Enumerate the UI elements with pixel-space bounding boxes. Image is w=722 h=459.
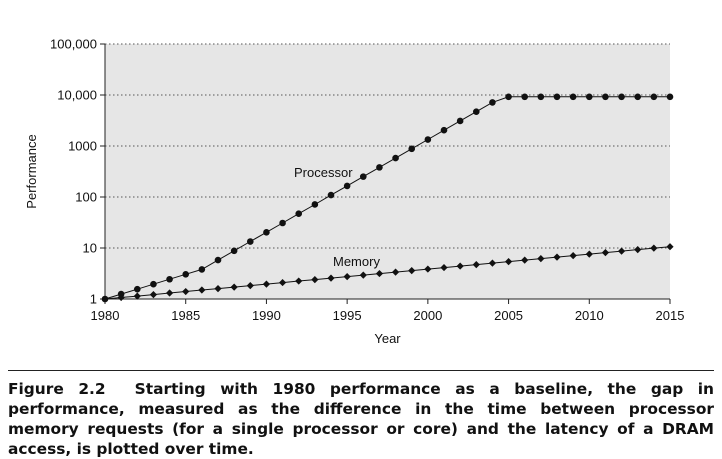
data-point-memory — [424, 265, 432, 273]
data-point-memory — [601, 249, 610, 257]
data-point-processor — [634, 93, 642, 101]
data-point-memory — [391, 268, 400, 276]
data-point-memory — [133, 292, 141, 300]
data-point-processor — [392, 154, 399, 162]
data-point-processor — [295, 210, 303, 218]
data-point-processor — [618, 93, 625, 101]
data-point-processor — [182, 271, 190, 278]
caption-divider — [8, 370, 714, 371]
data-point-memory — [408, 267, 416, 275]
x-tick-label: 2000 — [413, 308, 442, 323]
x-tick-label: 1985 — [171, 308, 200, 323]
x-tick-label: 1995 — [333, 308, 362, 323]
data-point-memory — [634, 246, 642, 254]
data-point-memory — [246, 282, 254, 290]
data-point-memory — [262, 280, 271, 288]
plot-area — [105, 44, 670, 299]
data-point-processor — [279, 219, 286, 227]
data-point-memory — [359, 271, 367, 279]
data-point-memory — [214, 284, 222, 293]
data-point-memory — [149, 290, 158, 299]
data-point-processor — [230, 247, 238, 255]
data-point-processor — [133, 285, 141, 293]
data-point-memory — [165, 289, 174, 297]
y-tick-label: 10,000 — [57, 88, 97, 103]
data-point-processor — [666, 93, 674, 101]
data-point-memory — [472, 261, 480, 269]
figure-caption: Figure 2.2 Starting with 1980 performanc… — [8, 379, 714, 459]
y-tick-label: 1000 — [68, 139, 97, 154]
series-markers — [101, 93, 674, 303]
data-point-memory — [504, 258, 513, 266]
data-point-processor — [246, 238, 254, 245]
x-tick-label: 2015 — [656, 308, 685, 323]
x-tick-label: 1990 — [252, 308, 281, 323]
data-point-processor — [327, 191, 335, 199]
data-point-processor — [343, 182, 351, 190]
y-tick-labels: 1 10 100 1000 10,000 100,000 — [50, 37, 97, 307]
data-point-processor — [376, 164, 383, 171]
data-point-processor — [263, 229, 270, 236]
data-point-processor — [456, 117, 464, 125]
data-point-memory — [101, 295, 109, 303]
data-point-processor — [602, 93, 609, 101]
y-axis-title: Performance — [24, 134, 39, 208]
data-point-memory — [553, 253, 561, 261]
data-point-memory — [440, 263, 448, 272]
data-point-memory — [585, 250, 593, 258]
data-point-memory — [375, 269, 384, 278]
data-point-processor — [537, 93, 545, 101]
data-point-processor — [472, 108, 480, 116]
data-point-memory — [521, 256, 529, 264]
data-point-processor — [408, 145, 416, 153]
data-point-processor — [424, 136, 432, 143]
data-point-processor — [166, 275, 173, 283]
data-point-processor — [311, 201, 319, 208]
data-point-memory — [198, 286, 206, 294]
data-point-processor — [569, 93, 577, 101]
figure-label: Figure 2.2 — [8, 380, 106, 398]
x-tick-label: 2010 — [575, 308, 604, 323]
data-point-memory — [327, 274, 335, 282]
data-point-memory — [230, 283, 238, 291]
series-label-memory: Memory — [333, 254, 380, 269]
data-point-memory — [278, 278, 287, 287]
data-point-memory — [650, 244, 658, 252]
data-point-memory — [456, 262, 464, 270]
data-point-memory — [343, 272, 351, 281]
data-point-memory — [117, 293, 125, 302]
data-point-memory — [488, 259, 497, 267]
data-point-memory — [537, 255, 545, 263]
data-point-memory — [617, 247, 626, 255]
x-tick-labels: 1980 1985 1990 1995 2000 2005 2010 2015 — [91, 299, 685, 323]
data-point-processor — [150, 280, 157, 288]
data-point-processor — [521, 93, 529, 101]
x-axis-title: Year — [374, 331, 401, 346]
x-tick-label: 1980 — [91, 308, 120, 323]
data-point-processor — [505, 93, 512, 101]
y-tick-label: 100,000 — [50, 37, 97, 52]
caption-text: Starting with 1980 performance as a base… — [8, 380, 715, 458]
data-point-processor — [440, 126, 448, 134]
data-point-memory — [295, 277, 303, 285]
series-label-processor: Processor — [294, 165, 353, 180]
x-tick-label: 2005 — [494, 308, 523, 323]
y-tick-label: 100 — [75, 190, 97, 205]
data-point-processor — [359, 173, 367, 180]
data-point-memory — [311, 276, 319, 284]
data-point-processor — [585, 93, 593, 101]
data-point-processor — [650, 93, 658, 101]
y-tick-label: 1 — [90, 292, 97, 307]
data-point-processor — [489, 99, 496, 106]
performance-chart: 1 10 100 1000 10,000 100,000 1980 1985 1990 1995… — [24, 37, 685, 347]
axes — [104, 44, 670, 300]
data-point-processor — [553, 93, 561, 101]
data-point-memory — [182, 287, 190, 296]
data-point-memory — [666, 243, 674, 251]
data-point-memory — [569, 252, 577, 260]
data-point-processor — [214, 256, 222, 264]
data-point-processor — [198, 266, 206, 273]
y-tick-label: 10 — [83, 241, 97, 256]
